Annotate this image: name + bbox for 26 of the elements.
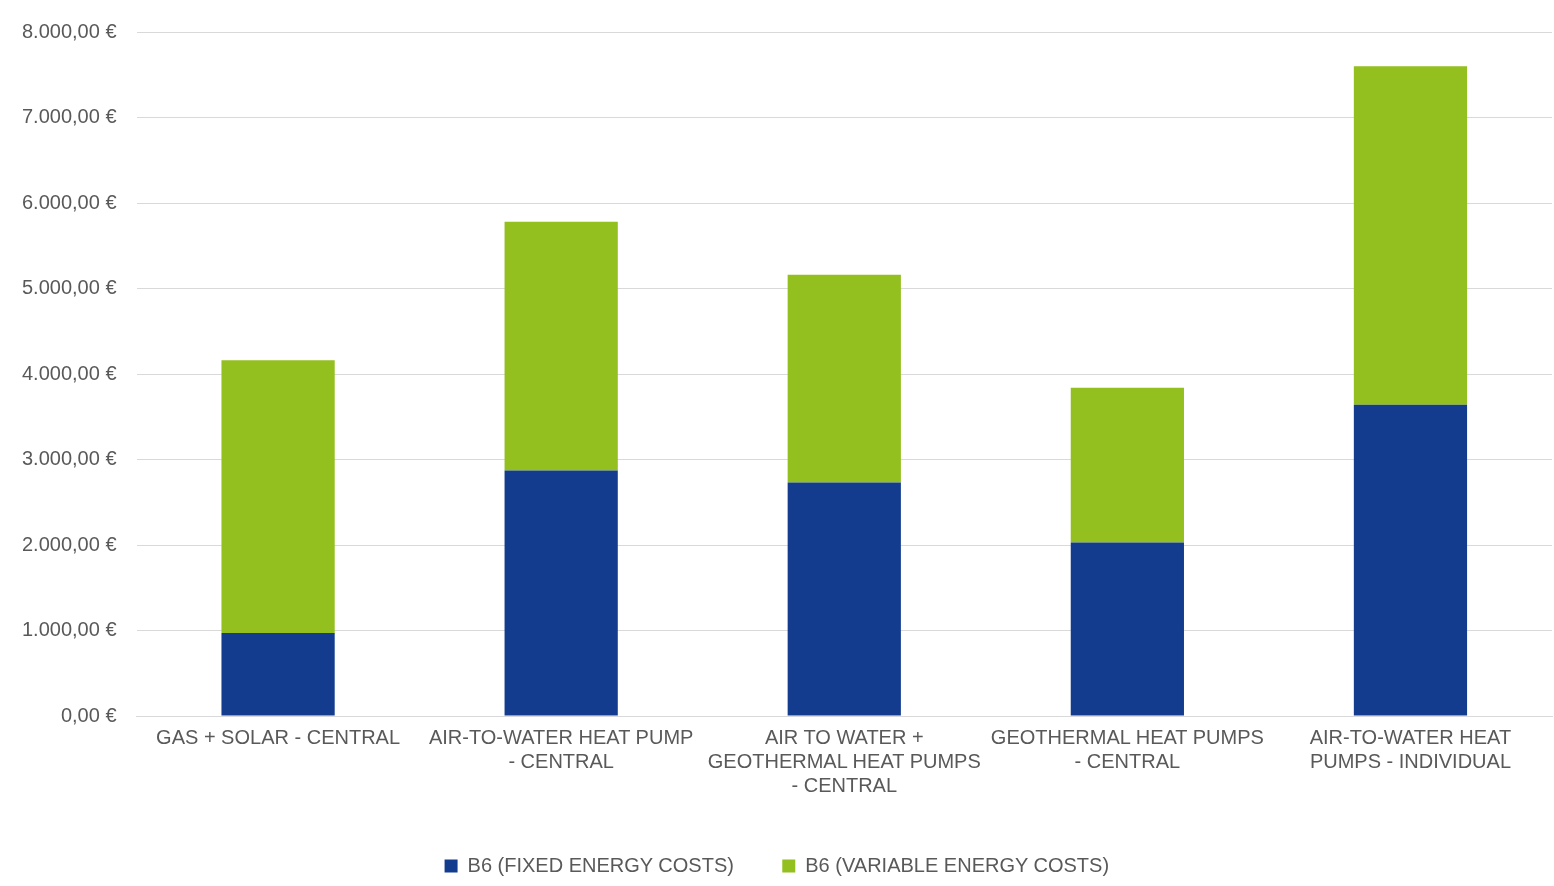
bar bbox=[221, 360, 335, 634]
bar bbox=[1353, 404, 1468, 716]
bar bbox=[787, 274, 901, 483]
bar bbox=[221, 633, 335, 716]
y-tick-label: 0,00 € bbox=[60, 703, 117, 726]
bar bbox=[504, 470, 618, 716]
y-tick-label: 3.000,00 € bbox=[22, 447, 117, 470]
bar bbox=[787, 482, 901, 716]
y-tick-label: 2.000,00 € bbox=[22, 532, 117, 555]
bar bbox=[1070, 542, 1184, 716]
bar bbox=[504, 221, 618, 471]
y-tick-label: 5.000,00 € bbox=[22, 276, 117, 299]
x-tick-label: AIR TO WATER + GEOTHERMAL HEAT PUMPS - CENTRAL bbox=[707, 725, 981, 796]
x-tick-label: GAS + SOLAR - CENTRAL bbox=[156, 725, 401, 748]
y-tick-label: 7.000,00 € bbox=[22, 105, 117, 128]
x-tick-label: AIR-TO-WATER HEAT PUMP - CENTRAL bbox=[428, 725, 694, 772]
x-tick-label: AIR-TO-WATER HEAT PUMPS - INDIVIDUAL bbox=[1309, 725, 1512, 772]
bar bbox=[1070, 387, 1184, 543]
y-tick-label: 6.000,00 € bbox=[22, 190, 117, 213]
bar bbox=[1353, 66, 1468, 405]
legend-label: B6 (FIXED ENERGY COSTS) bbox=[467, 853, 734, 876]
y-tick-label: 8.000,00 € bbox=[22, 19, 117, 42]
x-tick-label: GEOTHERMAL HEAT PUMPS - CENTRAL bbox=[990, 725, 1264, 772]
y-tick-label: 1.000,00 € bbox=[22, 618, 117, 641]
y-tick-label: 4.000,00 € bbox=[22, 361, 117, 384]
legend-label: B6 (VARIABLE ENERGY COSTS) bbox=[805, 853, 1110, 876]
